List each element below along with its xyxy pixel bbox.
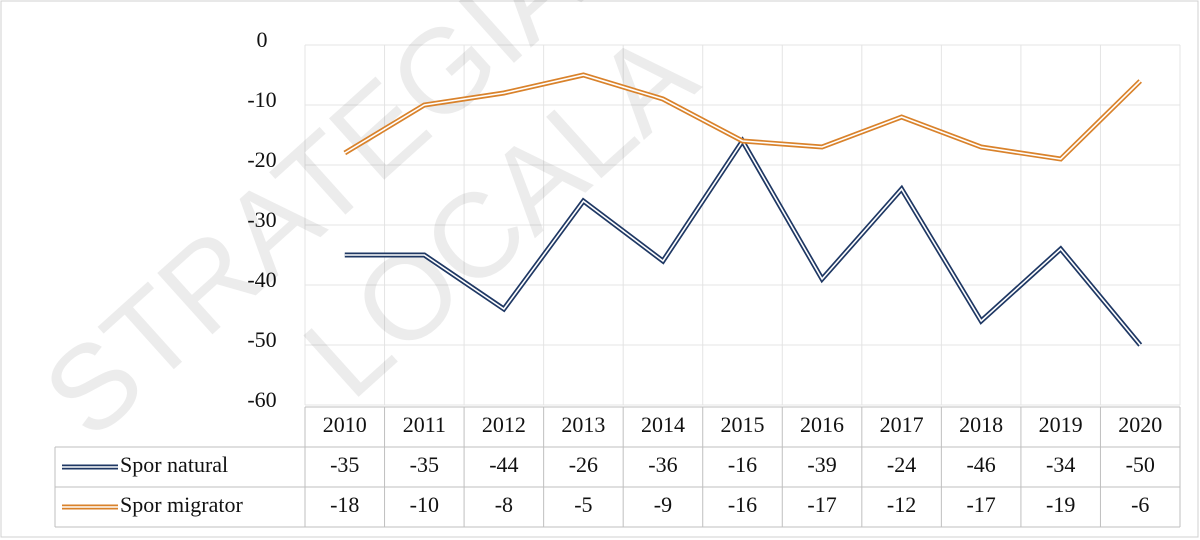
x-tick-label: 2012 bbox=[482, 412, 526, 437]
table-value: -12 bbox=[887, 492, 916, 517]
table-value: -5 bbox=[574, 492, 592, 517]
table-value: -16 bbox=[728, 492, 757, 517]
table-value: -8 bbox=[495, 492, 513, 517]
x-tick-label: 2011 bbox=[403, 412, 446, 437]
table-value: -19 bbox=[1046, 492, 1075, 517]
x-tick-label: 2015 bbox=[721, 412, 765, 437]
table-value: -16 bbox=[728, 452, 757, 477]
table-value: -39 bbox=[807, 452, 836, 477]
series-line-inner bbox=[344, 74, 1141, 160]
table-value: -18 bbox=[330, 492, 359, 517]
table-value: -35 bbox=[330, 452, 359, 477]
y-tick-label: -10 bbox=[247, 87, 276, 112]
table-value: -35 bbox=[410, 452, 439, 477]
y-tick-label: -60 bbox=[247, 387, 276, 412]
table-value: -26 bbox=[569, 452, 598, 477]
table-value: -10 bbox=[410, 492, 439, 517]
x-tick-label: 2018 bbox=[959, 412, 1003, 437]
y-tick-label: 0 bbox=[257, 27, 268, 52]
table-value: -46 bbox=[966, 452, 995, 477]
table-value: -24 bbox=[887, 452, 916, 477]
y-tick-label: -20 bbox=[247, 147, 276, 172]
table-value: -9 bbox=[654, 492, 672, 517]
table-value: -50 bbox=[1126, 452, 1155, 477]
x-tick-label: 2013 bbox=[561, 412, 605, 437]
x-tick-label: 2020 bbox=[1118, 412, 1162, 437]
x-tick-label: 2014 bbox=[641, 412, 685, 437]
y-tick-label: -50 bbox=[247, 327, 276, 352]
x-tick-label: 2017 bbox=[880, 412, 924, 437]
x-tick-label: 2019 bbox=[1039, 412, 1083, 437]
table-value: -44 bbox=[489, 452, 518, 477]
y-tick-label: -30 bbox=[247, 207, 276, 232]
table-value: -34 bbox=[1046, 452, 1075, 477]
table-value: -36 bbox=[648, 452, 677, 477]
legend-label: Spor migrator bbox=[120, 492, 243, 517]
x-tick-label: 2016 bbox=[800, 412, 844, 437]
table-value: -17 bbox=[966, 492, 995, 517]
y-tick-label: -40 bbox=[247, 267, 276, 292]
table-value: -6 bbox=[1131, 492, 1149, 517]
legend-label: Spor natural bbox=[120, 452, 228, 477]
table-value: -17 bbox=[807, 492, 836, 517]
x-tick-label: 2010 bbox=[323, 412, 367, 437]
